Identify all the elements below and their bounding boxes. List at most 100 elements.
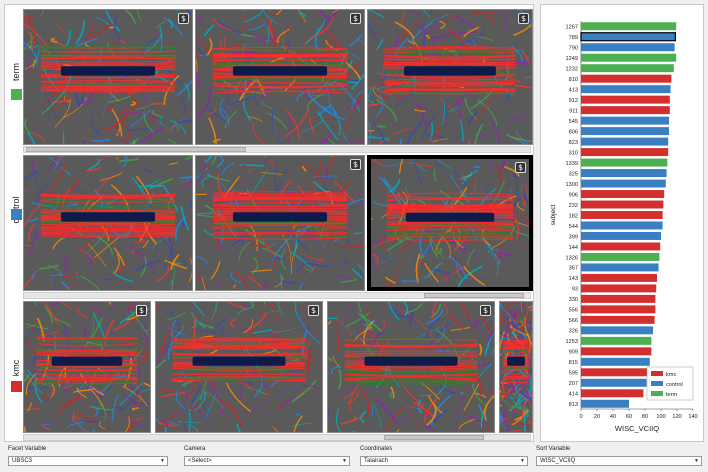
- tractography-render: [24, 302, 150, 432]
- y-tick-label: 1253: [566, 339, 578, 345]
- y-tick-label: 911: [569, 108, 578, 114]
- bar-912[interactable]: [581, 95, 670, 104]
- camera-icon[interactable]: $: [350, 159, 361, 170]
- bar-414[interactable]: [581, 389, 644, 398]
- bar-806[interactable]: [581, 127, 669, 136]
- camera-icon[interactable]: $: [350, 13, 361, 24]
- y-tick-label: 813: [569, 402, 578, 408]
- y-tick-label: 556: [569, 308, 578, 314]
- y-tick-label: 414: [569, 392, 578, 398]
- y-tick-label: 1339: [566, 161, 578, 167]
- y-tick-label: 232: [569, 203, 578, 209]
- y-tick-label: 909: [569, 350, 578, 356]
- bar-1253[interactable]: [581, 336, 652, 345]
- facet-variable-select[interactable]: UBSC3 ▼: [8, 456, 168, 466]
- bar-232[interactable]: [581, 200, 664, 209]
- legend-label-kmc: kmc: [666, 372, 676, 378]
- sort-variable-select[interactable]: WISC_VCIIQ ▼: [536, 456, 702, 466]
- bar-182[interactable]: [581, 211, 663, 219]
- facet-label-text: term: [11, 63, 21, 81]
- y-tick-label: 815: [569, 360, 578, 366]
- bar-1339[interactable]: [581, 158, 668, 167]
- bar-544[interactable]: [581, 221, 663, 230]
- brain-thumbnail[interactable]: $: [195, 9, 365, 145]
- bar-911[interactable]: [581, 106, 670, 115]
- y-tick-label: 912: [569, 98, 578, 104]
- bar-399[interactable]: [581, 231, 661, 240]
- bar-1326[interactable]: [581, 252, 660, 261]
- bar-566[interactable]: [581, 315, 655, 324]
- facet-label-term: term: [7, 7, 23, 153]
- bar-789[interactable]: [580, 32, 677, 42]
- bar-823[interactable]: [581, 137, 669, 146]
- bar-207[interactable]: [581, 378, 647, 387]
- x-tick-label: 40: [610, 414, 616, 420]
- bar-790[interactable]: [581, 43, 675, 52]
- row-scrollbar[interactable]: [23, 434, 531, 441]
- y-tick-label: 810: [569, 77, 578, 83]
- bar-330[interactable]: [581, 294, 656, 303]
- bar-1300[interactable]: [581, 179, 666, 188]
- x-tick-label: 120: [672, 414, 681, 420]
- brain-thumbnail[interactable]: $: [195, 155, 365, 291]
- y-tick-label: 207: [569, 381, 578, 387]
- scrollbar-thumb[interactable]: [424, 293, 524, 298]
- y-tick-label: 182: [569, 213, 578, 219]
- bar-810[interactable]: [581, 74, 672, 83]
- chevron-down-icon: ▼: [520, 458, 525, 464]
- brain-thumbnail[interactable]: $: [23, 9, 193, 145]
- bar-556[interactable]: [581, 305, 656, 314]
- camera-icon[interactable]: $: [178, 13, 189, 24]
- tractography-render: [368, 10, 532, 144]
- bar-413[interactable]: [581, 85, 671, 94]
- bar-325[interactable]: [581, 169, 667, 178]
- camera-icon[interactable]: $: [480, 305, 491, 316]
- bar-1267[interactable]: [581, 22, 677, 31]
- brain-thumbnail[interactable]: $: [155, 301, 323, 433]
- row-scrollbar[interactable]: [23, 292, 531, 299]
- brain-thumbnail[interactable]: $: [327, 301, 495, 433]
- y-tick-label: 906: [569, 192, 578, 198]
- brain-thumbnail[interactable]: $: [23, 301, 151, 433]
- bar-813[interactable]: [581, 399, 629, 408]
- legend-swatch-control: [651, 381, 663, 386]
- bar-367[interactable]: [581, 263, 659, 272]
- bar-906[interactable]: [581, 190, 665, 199]
- camera-icon[interactable]: $: [515, 162, 526, 173]
- bar-144[interactable]: [581, 242, 661, 251]
- row-scrollbar[interactable]: [23, 146, 531, 153]
- facet-variable-value: UBSC3: [12, 458, 33, 464]
- brain-thumbnail[interactable]: $: [367, 9, 533, 145]
- bar-909[interactable]: [581, 347, 652, 356]
- camera-select[interactable]: <Select> ▼: [184, 456, 350, 466]
- bar-815[interactable]: [581, 357, 650, 366]
- camera-icon[interactable]: $: [308, 305, 319, 316]
- y-tick-label: 326: [569, 329, 578, 335]
- y-tick-label: 1249: [566, 56, 578, 62]
- tractography-render: [196, 10, 364, 144]
- bar-310[interactable]: [581, 148, 669, 157]
- legend-swatch-kmc: [651, 371, 663, 376]
- y-tick-label: 595: [569, 371, 578, 377]
- y-tick-label: 1267: [566, 25, 578, 31]
- bar-143[interactable]: [581, 273, 657, 282]
- x-tick-label: 60: [626, 414, 632, 420]
- bar-595[interactable]: [581, 368, 648, 377]
- bar-1232[interactable]: [581, 64, 674, 73]
- scrollbar-thumb[interactable]: [26, 147, 246, 152]
- brain-thumbnail-partial[interactable]: [499, 301, 533, 433]
- camera-icon[interactable]: $: [136, 305, 147, 316]
- bar-1249[interactable]: [581, 53, 677, 62]
- brain-thumbnail[interactable]: [23, 155, 193, 291]
- coordinates-label: Coordinates: [360, 446, 393, 452]
- sort-variable-label: Sort Variable: [536, 446, 571, 452]
- camera-icon[interactable]: $: [518, 13, 529, 24]
- bar-93[interactable]: [581, 284, 657, 293]
- facet-row-kmc: kmc $ $ $: [5, 299, 533, 441]
- scrollbar-thumb[interactable]: [384, 435, 484, 440]
- bar-326[interactable]: [581, 326, 653, 335]
- brain-thumbnail-selected[interactable]: $: [367, 155, 533, 291]
- coordinates-select[interactable]: Talairach ▼: [360, 456, 528, 466]
- bar-545[interactable]: [581, 116, 669, 125]
